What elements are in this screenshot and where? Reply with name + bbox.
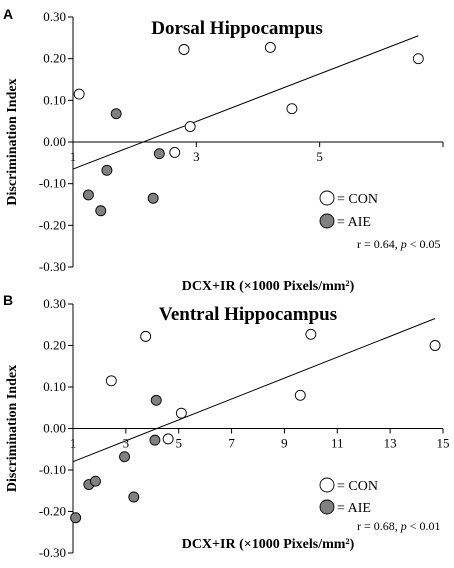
stat-r: r = 0.68, [357, 519, 401, 533]
chart-panel-a: A Dorsal Hippocampus -0.30 -0.20 -0.10 0.00 0.… [3, 6, 444, 294]
y-tick-label: 0.30 [43, 296, 66, 311]
data-point-aie [153, 148, 165, 160]
stat-p-symbol: p [400, 237, 407, 251]
stat-annotation: r = 0.64, p < 0.05 [357, 237, 441, 251]
x-tick-label: 1 [70, 436, 77, 451]
legend: = CON = AIE [319, 477, 378, 516]
x-tick-label: 7 [228, 436, 235, 451]
x-tick-label: 3 [123, 436, 130, 451]
legend-label: = CON [337, 479, 378, 494]
legend-marker [319, 190, 335, 206]
y-tick-label: -0.20 [39, 217, 66, 232]
y-tick-label: 0.10 [43, 92, 66, 107]
data-point-aie [128, 491, 140, 503]
x-tick-label: 5 [316, 149, 323, 164]
y-tick-label: -0.30 [39, 259, 66, 274]
data-point-aie [90, 475, 101, 487]
y-tick-label: -0.10 [39, 462, 66, 477]
data-point-con [305, 328, 317, 340]
data-point-con [73, 88, 85, 100]
data-point-con [294, 389, 306, 401]
regression-line [72, 35, 419, 170]
data-point-con [175, 407, 187, 419]
x-tick-label: 13 [384, 436, 397, 451]
panel-letter: B [3, 292, 13, 308]
x-tick-label: 11 [331, 436, 344, 451]
data-point-aie [149, 434, 161, 446]
y-axis-label: Discrimination Index [5, 78, 20, 205]
legend-marker [319, 499, 335, 515]
y-tick-label: 0.00 [43, 421, 66, 436]
data-point-aie [95, 205, 107, 217]
data-point-con [105, 375, 117, 387]
x-tick-label: 9 [281, 436, 288, 451]
data-point-aie [147, 192, 159, 204]
panel-letter: A [3, 6, 13, 22]
y-tick-label: 0.30 [43, 9, 66, 24]
stat-r: r = 0.64, [357, 237, 401, 251]
stat-p-symbol: p [400, 519, 407, 533]
data-point-aie [119, 451, 130, 463]
data-point-aie [101, 164, 113, 176]
y-axis-label: Discrimination Index [5, 365, 20, 492]
stat-annotation: r = 0.68, p < 0.01 [357, 519, 441, 533]
x-tick-label: 5 [175, 436, 182, 451]
regression-line [72, 318, 436, 463]
data-point-con [264, 41, 276, 53]
data-point-con [140, 330, 152, 342]
x-axis-label: DCX+IR (×1000 Pixels/mm²) [182, 279, 355, 294]
x-tick-label: 15 [437, 436, 450, 451]
legend-label: = AIE [337, 501, 371, 516]
y-tick-label: 0.20 [43, 51, 66, 66]
stat-threshold: < 0.05 [407, 237, 441, 251]
legend-label: = AIE [337, 215, 371, 230]
legend-marker [319, 477, 335, 493]
data-point-con [429, 340, 441, 351]
data-point-aie [150, 394, 162, 406]
chart-panel-b: B Ventral Hippocampus -0.30 -0.20 -0.10 0.00 0… [3, 292, 450, 560]
y-tick-label: -0.20 [39, 504, 66, 519]
y-tick-label: -0.30 [39, 545, 66, 560]
x-axis-label: DCX+IR (×1000 Pixels/mm²) [182, 537, 355, 552]
data-point-aie [70, 512, 82, 524]
data-point-con [169, 146, 181, 158]
data-point-con [162, 433, 174, 445]
data-point-con [286, 103, 298, 115]
legend-label: = CON [337, 192, 378, 207]
data-point-con [178, 44, 190, 55]
chart-title: Dorsal Hippocampus [151, 18, 323, 39]
x-tick-label: 1 [70, 149, 77, 164]
y-tick-label: -0.10 [39, 176, 66, 191]
y-tick-label: 0.20 [43, 338, 66, 353]
data-point-aie [82, 189, 94, 201]
legend-marker [319, 213, 335, 229]
y-tick-label: 0.00 [43, 134, 66, 149]
legend: = CON = AIE [319, 190, 378, 230]
y-tick-label: 0.10 [43, 379, 66, 394]
data-point-con [184, 121, 196, 133]
stat-threshold: < 0.01 [407, 519, 441, 533]
data-point-aie [110, 108, 122, 120]
data-point-con [412, 53, 424, 65]
chart-title: Ventral Hippocampus [159, 304, 337, 325]
x-tick-label: 3 [193, 149, 200, 164]
